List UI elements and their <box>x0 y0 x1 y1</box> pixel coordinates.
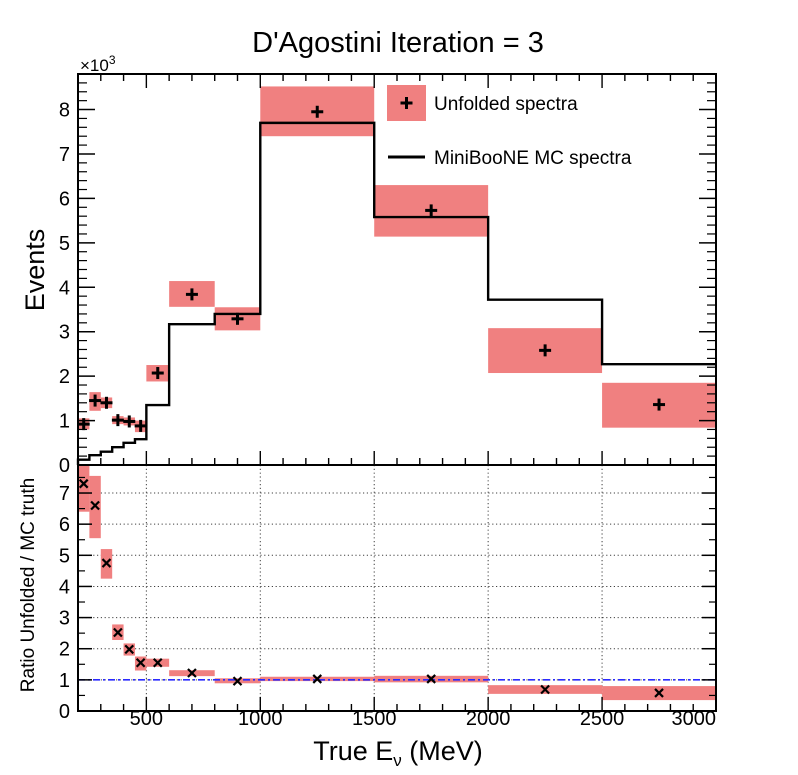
x-tick-label: 3000 <box>672 708 717 730</box>
ratio-markers <box>78 478 664 698</box>
ratio-marker-b-10 <box>426 674 436 684</box>
unfolded-marker-2 <box>100 396 113 409</box>
bottom-y-tick-label: 2 <box>59 639 70 661</box>
ratio-marker-12 <box>654 688 664 698</box>
y-multiplier-exponent: 3 <box>109 53 116 67</box>
top-y-tick-label: 6 <box>59 188 70 210</box>
bottom-y-tick-label: 0 <box>59 701 70 723</box>
ratio-marker-b-9 <box>312 674 323 684</box>
ratio-marker-b-0 <box>78 478 89 489</box>
top-y-tick-label: 4 <box>59 277 70 299</box>
ratio-marker-7 <box>187 668 197 678</box>
ratio-marker-b-8 <box>232 676 243 686</box>
ratio-marker-b-5 <box>135 657 146 668</box>
x-axis-title-subscript: ν <box>393 751 402 770</box>
x-tick-label: 1500 <box>352 708 397 730</box>
top-y-tick-label: 5 <box>59 233 70 255</box>
top-y-tick-label: 0 <box>59 455 70 477</box>
top-y-tick-label: 8 <box>59 100 70 122</box>
unfolded-marker-12 <box>653 398 666 411</box>
ratio-marker-1 <box>90 500 100 511</box>
bottom-y-tick-label: 6 <box>59 514 70 536</box>
bottom-panel: 0 1 2 3 4 5 6 7 Ratio Unfolded / MC truth <box>18 464 717 723</box>
x-tick-labels: 500 1000 1500 2000 2500 3000 <box>130 708 716 730</box>
ratio-marker-4 <box>124 644 135 655</box>
x-tick-label: 500 <box>130 708 163 730</box>
ratio-marker-b-2 <box>101 558 112 568</box>
legend-unfolded-marker <box>400 97 413 109</box>
unfolded-marker-8 <box>231 312 244 325</box>
chart-title: D'Agostini Iteration = 3 <box>252 27 544 59</box>
legend: Unfolded spectra MiniBooNE MC spectra <box>387 85 632 169</box>
ratio-marker-b-12 <box>654 688 664 698</box>
bottom-y-tick-label: 7 <box>59 483 70 505</box>
bottom-y-tick-label: 5 <box>59 545 70 567</box>
x-axis-title-unit: (MeV) <box>402 736 483 766</box>
top-axis-ticks <box>78 74 716 466</box>
unfolded-marker-7 <box>185 288 198 301</box>
top-y-tick-labels: 0 1 2 3 4 5 6 7 8 <box>59 100 70 477</box>
unfolded-marker-6 <box>151 367 164 380</box>
legend-label-mc: MiniBooNE MC spectra <box>434 148 632 169</box>
ratio-marker-9 <box>312 674 323 684</box>
ratio-error-boxes <box>78 465 716 701</box>
ratio-marker-8 <box>232 676 243 686</box>
unfolded-marker-5 <box>134 419 147 432</box>
top-y-tick-label: 2 <box>59 366 70 388</box>
ratio-marker-0 <box>78 478 89 489</box>
mc-spectrum-line <box>76 121 716 465</box>
ratio-error-box-1 <box>89 475 101 539</box>
y-multiplier-label: ×103 <box>80 53 116 75</box>
bottom-y-axis-title: Ratio Unfolded / MC truth <box>18 478 39 692</box>
ratio-marker-6 <box>152 657 163 668</box>
top-y-tick-label: 1 <box>59 411 70 433</box>
x-tick-label: 1000 <box>238 708 283 730</box>
bottom-axis-ticks <box>78 476 716 712</box>
unfolded-marker-1 <box>89 394 102 407</box>
unfolded-marker-3 <box>111 414 124 427</box>
top-y-tick-label: 3 <box>59 322 70 344</box>
x-axis-title: True Eν (MeV) <box>313 736 483 770</box>
ratio-marker-b-7 <box>187 668 197 678</box>
unfolded-marker-11 <box>539 344 552 357</box>
ratio-marker-2 <box>101 558 112 568</box>
ratio-marker-10 <box>426 674 436 684</box>
ratio-error-box-0 <box>78 465 90 512</box>
bottom-y-tick-label: 4 <box>59 576 70 598</box>
ratio-marker-3 <box>113 627 123 638</box>
unfolded-marker-9 <box>311 105 324 118</box>
unfolded-error-boxes <box>78 86 716 433</box>
bottom-y-tick-label: 3 <box>59 608 70 630</box>
bottom-y-tick-labels: 0 1 2 3 4 5 6 7 <box>59 483 70 723</box>
ratio-marker-b-6 <box>152 657 163 668</box>
top-panel: 0 1 2 3 4 5 6 7 8 Events ×103 Unfolded spectra M… <box>20 53 717 477</box>
ratio-marker-b-3 <box>113 627 123 638</box>
unfolded-markers <box>77 105 666 432</box>
ratio-marker-11 <box>540 684 550 695</box>
unfolded-marker-10 <box>425 204 438 217</box>
ratio-marker-b-1 <box>90 500 100 511</box>
top-y-tick-label: 7 <box>59 144 70 166</box>
ratio-marker-b-4 <box>124 644 135 655</box>
x-tick-label: 2000 <box>466 708 511 730</box>
legend-label-unfolded: Unfolded spectra <box>434 94 578 115</box>
unfolded-marker-4 <box>123 415 136 428</box>
ratio-marker-5 <box>135 657 146 668</box>
bottom-y-tick-label: 1 <box>59 670 70 692</box>
x-tick-label: 2500 <box>580 708 625 730</box>
top-y-axis-title: Events <box>20 229 50 312</box>
ratio-marker-b-11 <box>540 684 550 695</box>
